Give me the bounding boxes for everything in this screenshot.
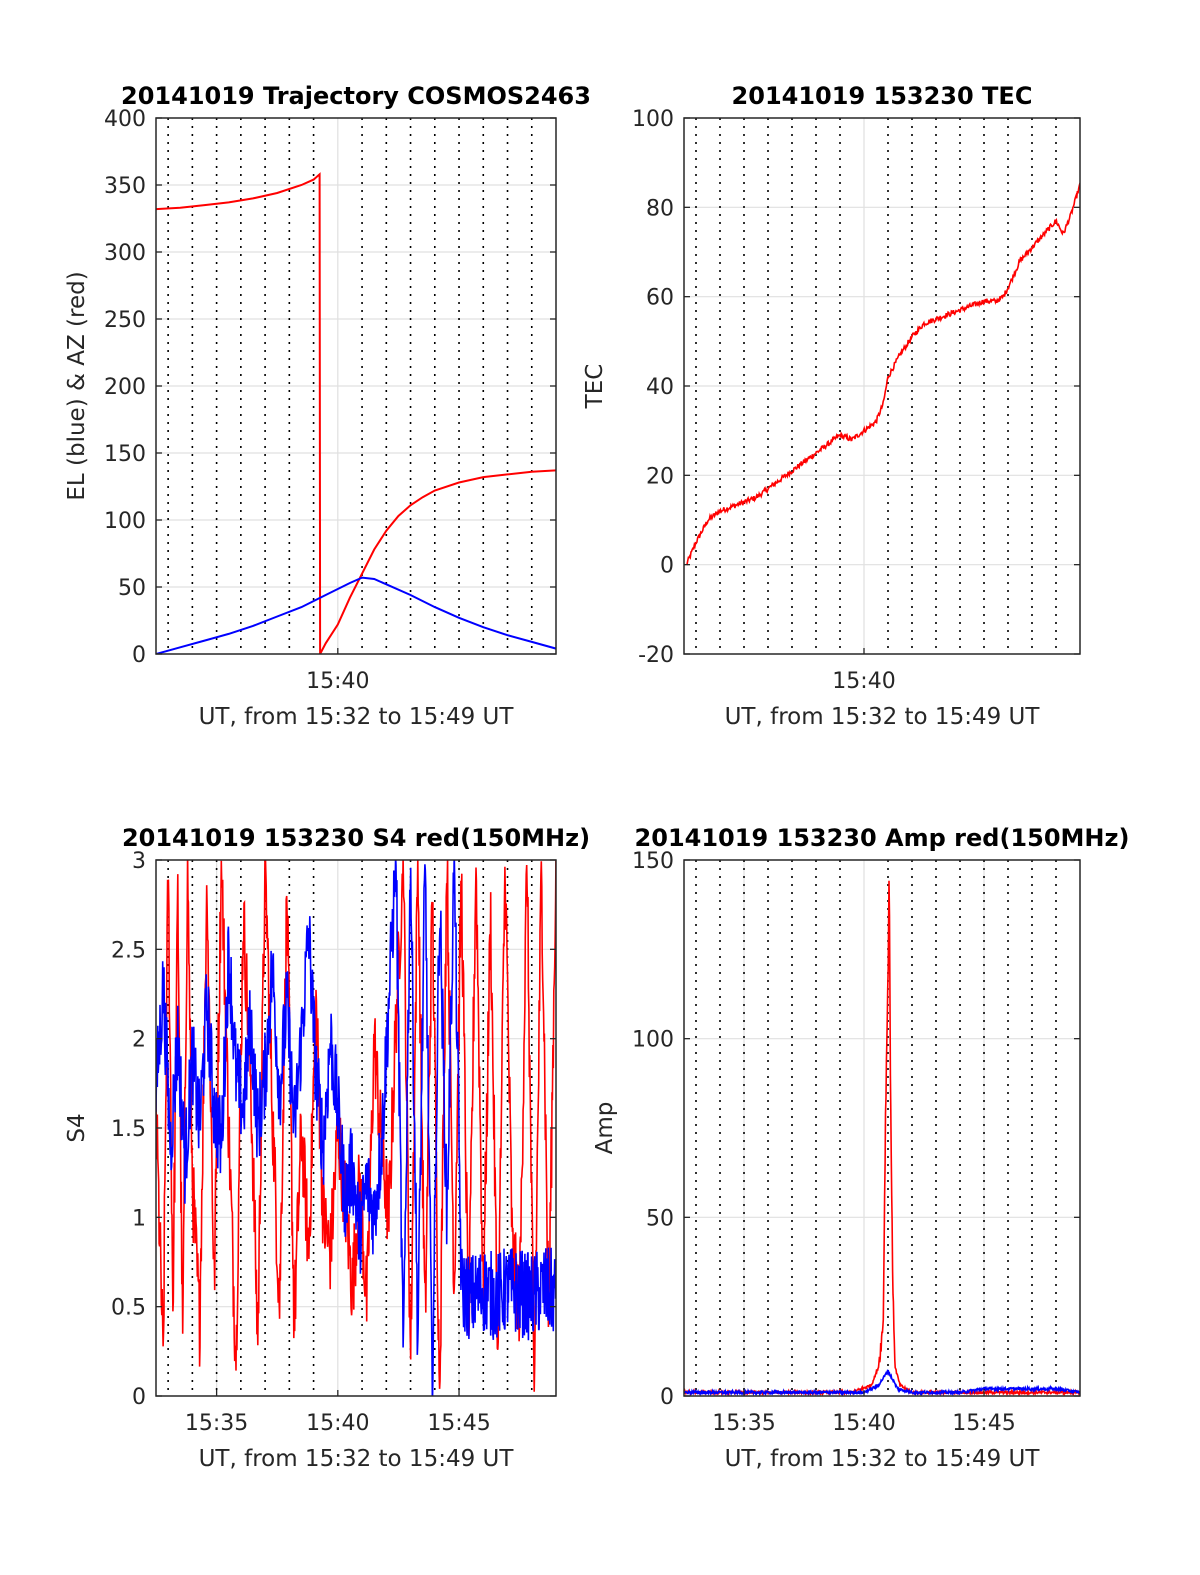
y-tick-label: 300 (104, 241, 146, 266)
x-tick-label: 15:40 (832, 1411, 895, 1436)
y-tick-label: 20 (646, 464, 674, 489)
x-tick-label: 15:45 (427, 1411, 490, 1436)
x-axis-label: UT, from 15:32 to 15:49 UT (199, 704, 515, 730)
y-tick-label: 0 (132, 643, 146, 668)
y-tick-label: 400 (104, 107, 146, 132)
y-tick-label: 100 (104, 509, 146, 534)
x-tick-label: 15:45 (952, 1411, 1015, 1436)
x-tick-label: 15:35 (185, 1411, 248, 1436)
axes-box (683, 859, 1081, 1397)
x-axis-label: UT, from 15:32 to 15:49 UT (199, 1446, 515, 1472)
chart-title: 20141019 Trajectory COSMOS2463 (121, 82, 591, 110)
x-tick-label: 15:40 (306, 669, 369, 694)
y-tick-label: 350 (104, 174, 146, 199)
series-line-2 (684, 1368, 1080, 1396)
chart-panel-2: -20 0 20 40 60 80 100 15:40 20141019 153230 TEC U… (582, 82, 1081, 730)
x-tick-label: 15:40 (306, 1411, 369, 1436)
y-tick-label: 3 (132, 849, 146, 874)
y-tick-label: 60 (646, 286, 674, 311)
y-tick-label: 250 (104, 308, 146, 333)
y-tick-label: 200 (104, 375, 146, 400)
y-tick-label: 0 (660, 1385, 674, 1410)
y-tick-label: 40 (646, 375, 674, 400)
x-axis-label: UT, from 15:32 to 15:49 UT (725, 1446, 1041, 1472)
series-line-1 (686, 182, 1080, 566)
chart-panel-1: 0 50 100 150 200 250 300 350 400 15:40 20141019 Tr… (64, 82, 591, 730)
y-axis-label: S4 (64, 1113, 90, 1142)
y-axis-label: Amp (592, 1102, 618, 1155)
y-tick-label: -20 (638, 643, 674, 668)
series-line-1 (156, 172, 556, 654)
series-line-2 (156, 576, 556, 654)
y-tick-label: 100 (632, 1028, 674, 1053)
y-tick-label: 150 (104, 442, 146, 467)
chart-panel-3: 0 0.5 1 1.5 2 2.5 3 15:35 15:40 15:45 20141019 153… (64, 824, 590, 1472)
chart-title: 20141019 153230 Amp red(150MHz) (635, 824, 1130, 852)
chart-title: 20141019 153230 TEC (732, 82, 1033, 110)
x-tick-label: 15:40 (832, 669, 895, 694)
y-tick-label: 1 (132, 1206, 146, 1231)
y-axis-label: EL (blue) & AZ (red) (64, 271, 90, 500)
series-line-2 (156, 860, 556, 1396)
chart-panel-4: 0 50 100 150 15:35 15:40 15:45 20141019 153230 … (592, 824, 1129, 1472)
chart-title: 20141019 153230 S4 red(150MHz) (122, 824, 590, 852)
y-tick-label: 2 (132, 1028, 146, 1053)
x-axis-label: UT, from 15:32 to 15:49 UT (725, 704, 1041, 730)
x-tick-label: 15:35 (712, 1411, 775, 1436)
y-axis-label: TEC (582, 364, 608, 410)
y-tick-label: 0 (132, 1385, 146, 1410)
y-tick-label: 150 (632, 849, 674, 874)
y-tick-label: 0.5 (111, 1296, 146, 1321)
series-line-1 (156, 860, 556, 1392)
y-tick-label: 80 (646, 196, 674, 221)
y-tick-label: 1.5 (111, 1117, 146, 1142)
y-tick-label: 50 (646, 1206, 674, 1231)
y-tick-label: 100 (632, 107, 674, 132)
series-line-1 (684, 880, 1080, 1396)
y-tick-label: 50 (118, 576, 146, 601)
plot-area (684, 860, 1080, 1396)
y-tick-label: 0 (660, 554, 674, 579)
y-tick-label: 2.5 (111, 938, 146, 963)
